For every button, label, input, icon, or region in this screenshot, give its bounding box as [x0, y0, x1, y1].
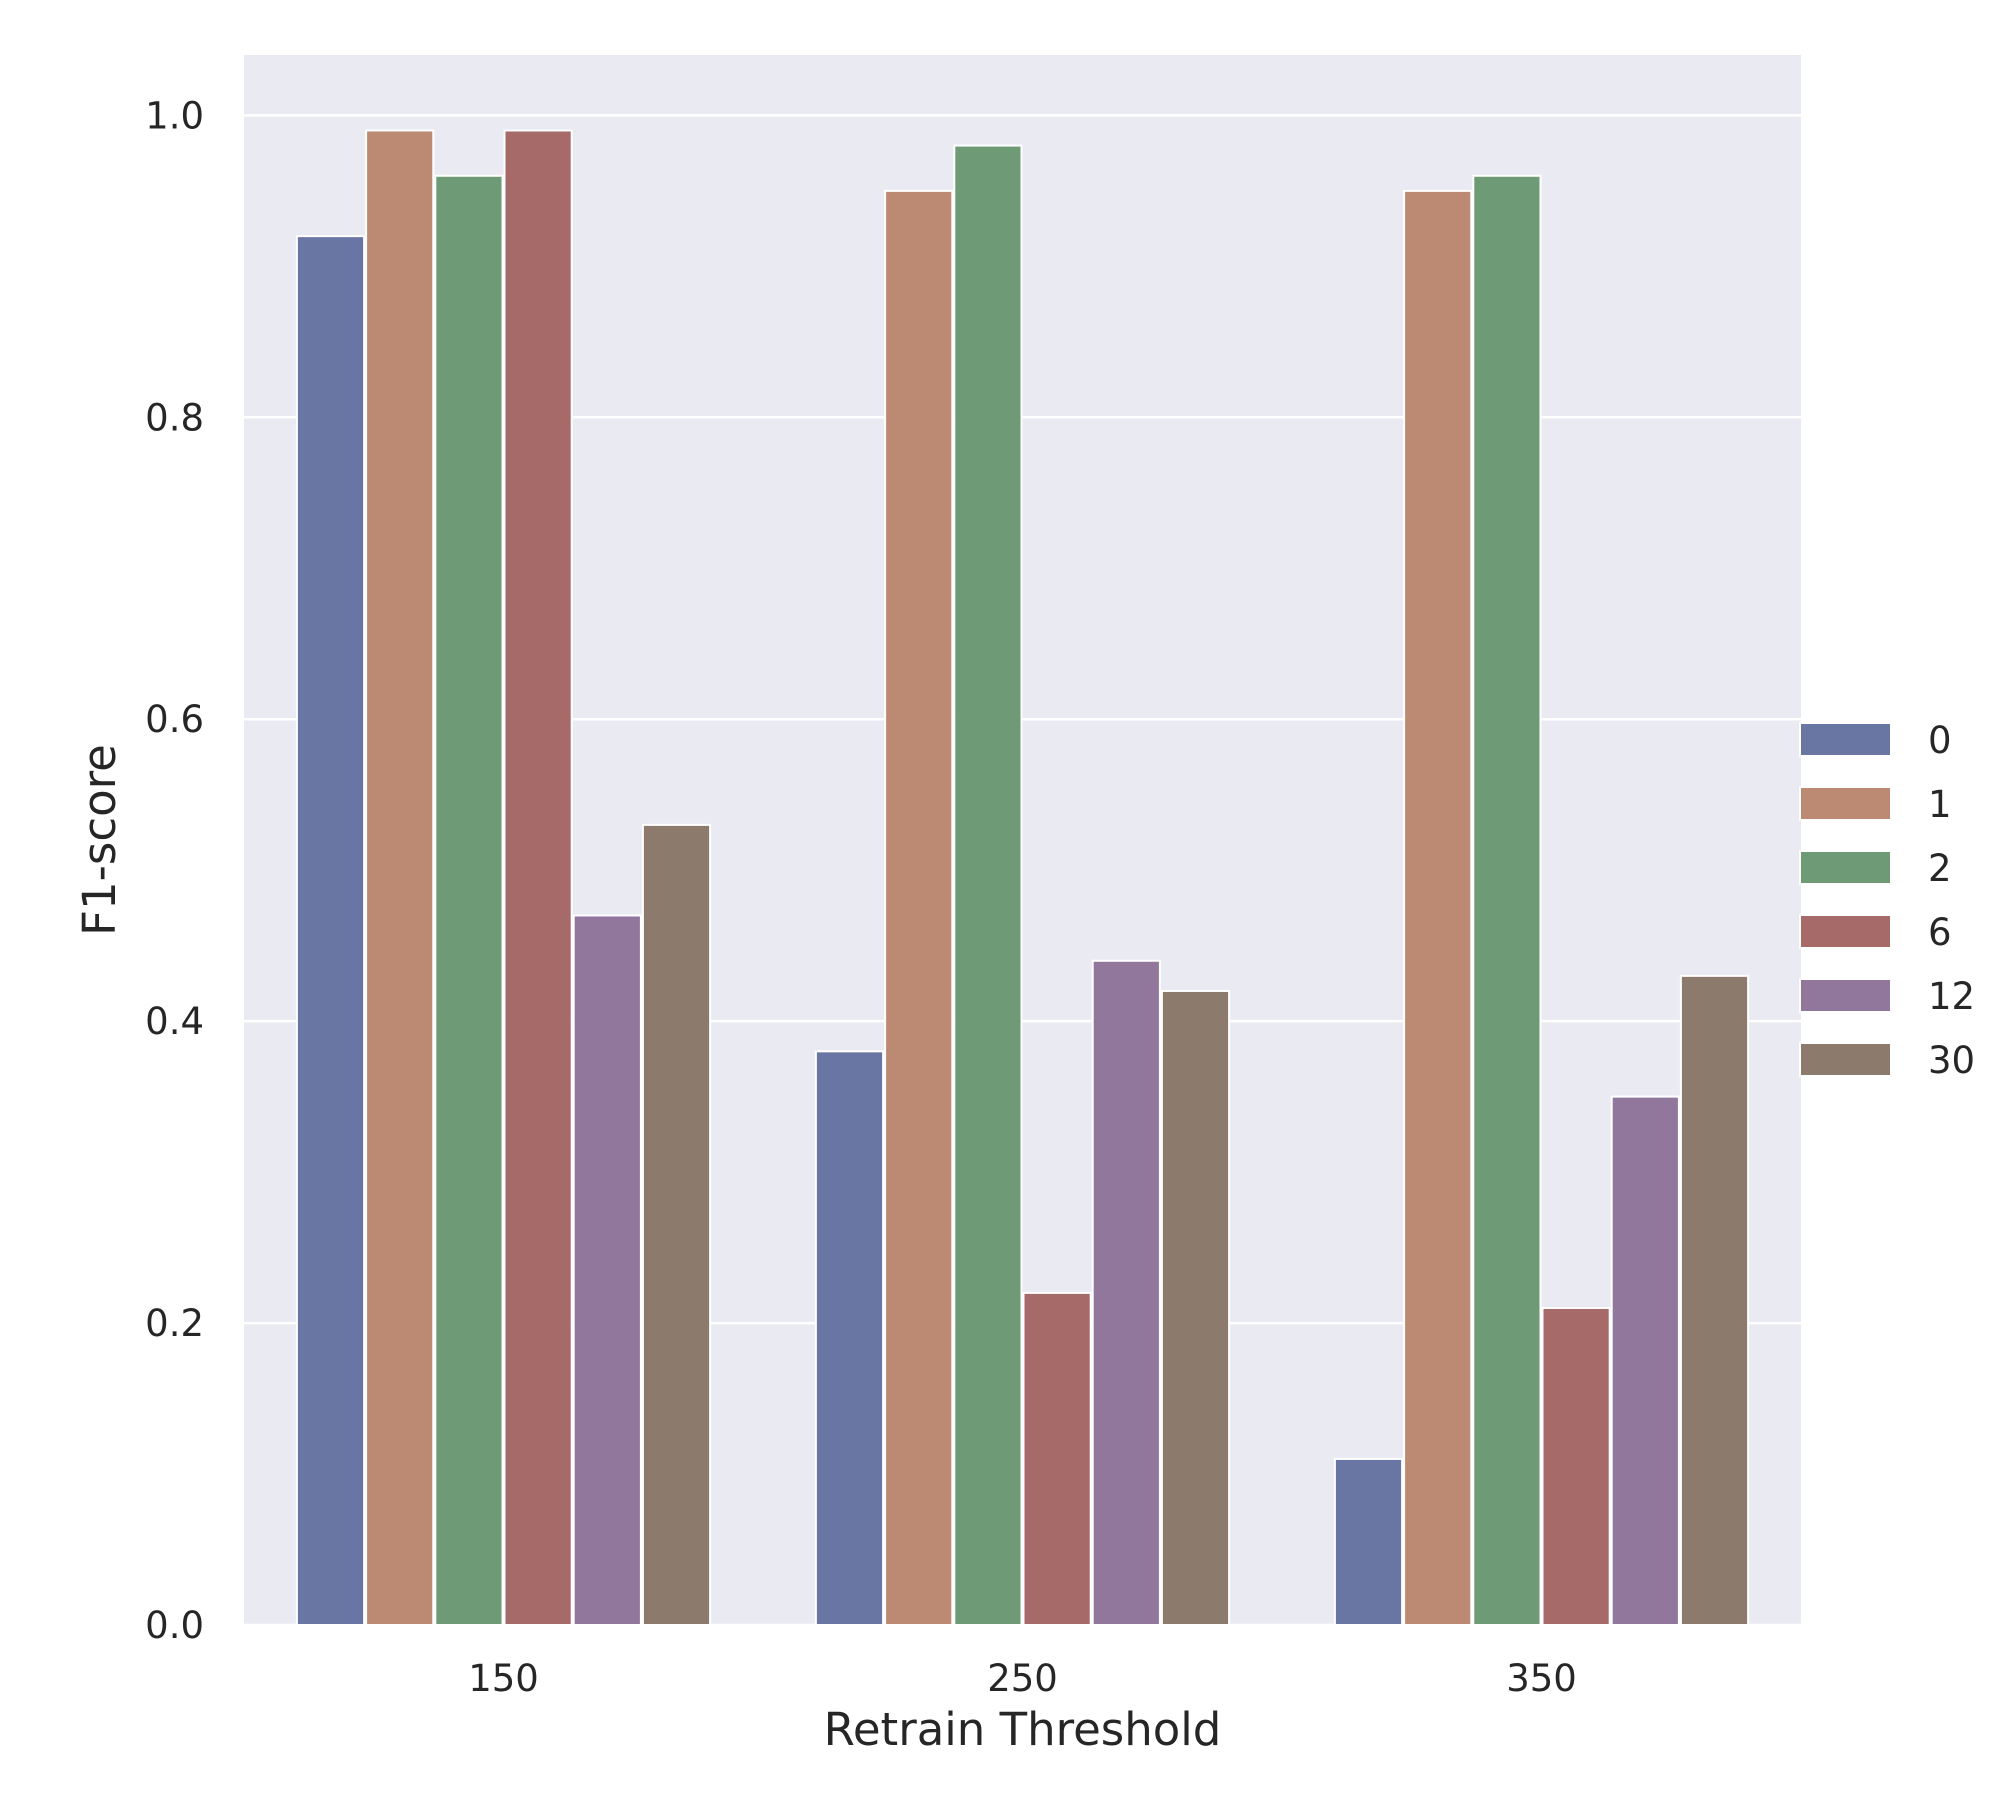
bars — [295, 129, 1750, 1627]
x-tick-label: 250 — [987, 1657, 1058, 1700]
y-tick-label: 0.2 — [145, 1302, 204, 1345]
y-tick-label: 0.8 — [145, 396, 204, 439]
x-tick-label: 350 — [1506, 1657, 1577, 1700]
legend-label: 1 — [1928, 783, 1952, 826]
bar-250-series-6 — [1022, 1291, 1092, 1627]
bar-250-series-30 — [1160, 989, 1231, 1626]
bar-350-series-2 — [1472, 174, 1542, 1626]
bar-350-series-0 — [1333, 1457, 1404, 1626]
bar-350-series-12 — [1610, 1095, 1680, 1626]
bar-250-series-1 — [884, 189, 954, 1627]
legend-swatch — [1799, 1042, 1892, 1077]
legend-label: 30 — [1928, 1039, 1975, 1082]
y-axis-label: F1-score — [73, 744, 126, 936]
legend-label: 12 — [1928, 975, 1975, 1018]
bar-350-series-1 — [1403, 189, 1473, 1627]
bar-150-series-2 — [434, 174, 504, 1626]
bar-150-series-1 — [365, 129, 435, 1627]
bar-150-series-12 — [572, 914, 642, 1626]
y-tick-label: 1.0 — [145, 94, 204, 137]
y-tick-label: 0.4 — [145, 1000, 204, 1043]
legend-swatch — [1799, 722, 1892, 757]
x-axis-ticks: 150 250 350 — [468, 1657, 1577, 1700]
legend-label: 2 — [1928, 847, 1952, 890]
legend-swatch — [1799, 786, 1892, 821]
legend-swatch — [1799, 978, 1892, 1013]
x-tick-label: 150 — [468, 1657, 539, 1700]
bar-150-series-6 — [503, 129, 573, 1627]
bar-150-series-0 — [295, 235, 366, 1627]
y-tick-label: 0.0 — [145, 1604, 204, 1647]
y-axis-ticks: 0.0 0.2 0.4 0.6 0.8 1.0 — [145, 94, 204, 1647]
bar-150-series-30 — [641, 823, 712, 1626]
y-tick-label: 0.6 — [145, 698, 204, 741]
bar-250-series-0 — [814, 1050, 885, 1627]
legend-label: 6 — [1928, 911, 1952, 954]
bar-350-series-6 — [1541, 1306, 1611, 1626]
legend-swatch — [1799, 914, 1892, 949]
legend-label: 0 — [1928, 719, 1952, 762]
bar-250-series-2 — [953, 144, 1023, 1627]
legend-swatch — [1799, 850, 1892, 885]
bar-250-series-12 — [1091, 959, 1161, 1626]
x-axis-label: Retrain Threshold — [824, 1703, 1222, 1756]
bar-350-series-30 — [1679, 974, 1750, 1626]
